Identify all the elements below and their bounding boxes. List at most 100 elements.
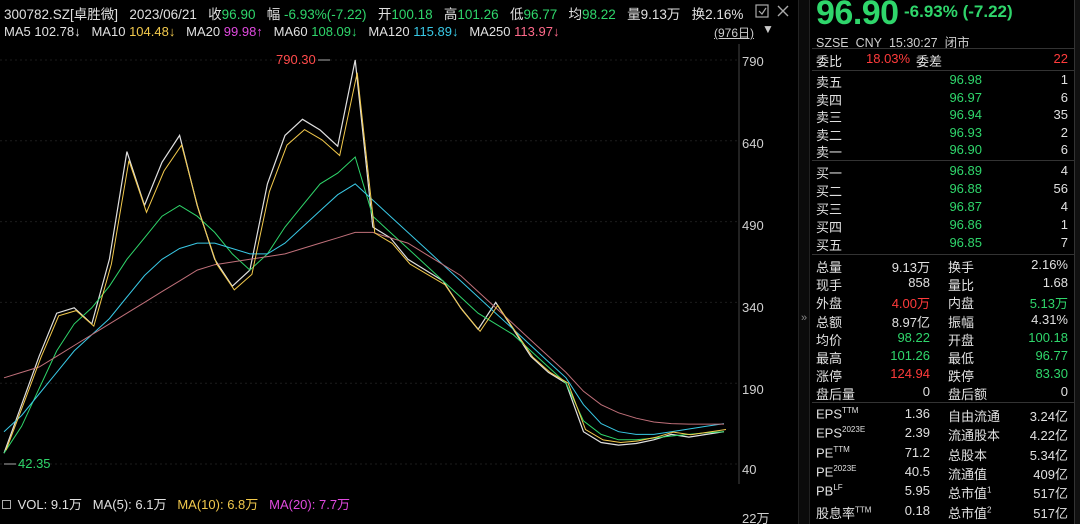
fundamental-label-text: EPS: [816, 425, 843, 441]
vol-ma5-value: 6.1万: [135, 497, 167, 512]
axis-tick: 640: [742, 136, 764, 151]
axis-tick: 40: [742, 462, 757, 477]
bid-volume: 1: [1060, 217, 1068, 232]
fundamental-row: EPSTTM 1.36 自由流通 3.24亿: [816, 406, 1070, 425]
ask-row[interactable]: 卖五 96.98 1: [816, 72, 1070, 90]
ask-row[interactable]: 卖三 96.94 35: [816, 107, 1070, 126]
fundamental-value: 3.24亿: [1029, 409, 1068, 424]
stat-label: 跌停: [948, 369, 975, 385]
change-value: -6.93%(-7.22): [284, 7, 367, 22]
bid-row[interactable]: 买四 96.86 1: [816, 217, 1070, 235]
stat-label: 涨停: [816, 369, 843, 385]
ask-price: 96.90: [949, 142, 982, 158]
vol-ma20-value: 7.7万: [318, 497, 351, 512]
currency: CNY: [855, 36, 883, 50]
bid-level-label: 买三: [816, 202, 843, 217]
vol-ma10-value: 6.8万: [227, 497, 259, 512]
stat-label: 总额: [816, 314, 843, 330]
collapse-arrow-icon[interactable]: »: [801, 312, 808, 324]
stat-value: 8.97亿: [891, 314, 930, 330]
right-edge-scrollbar[interactable]: [1074, 0, 1080, 524]
volume-axis-top: 22万: [742, 511, 770, 524]
vol-ma20-label: MA(20):: [269, 497, 316, 512]
fundamental-label: EPS2023E: [816, 425, 865, 440]
bid-price: 96.87: [949, 199, 982, 214]
fundamental-value: 40.5: [904, 463, 930, 479]
market-status: 闭市: [944, 36, 970, 50]
ma120-label: MA120: [368, 24, 410, 39]
bid-level-label: 买五: [816, 238, 843, 253]
axis-tick: 790: [742, 54, 764, 69]
stat-row: 最高 101.26 最低 96.77: [816, 348, 1070, 366]
bid-level-label: 买一: [816, 166, 843, 181]
ma120-value: 115.89↓: [413, 24, 459, 39]
ask-row[interactable]: 卖四 96.97 6: [816, 90, 1070, 108]
ask-row[interactable]: 卖一 96.90 6: [816, 142, 1070, 161]
bid-row[interactable]: 买三 96.87 4: [816, 199, 1070, 217]
fundamental-row: PBLF 5.95 总市值1 517亿: [816, 483, 1070, 502]
ma60-label: MA60: [273, 24, 308, 39]
ask-level-label: 卖三: [816, 110, 843, 126]
stat-value: 83.30: [1035, 366, 1068, 382]
price-chart[interactable]: 790.30 42.35: [0, 44, 740, 484]
stat-value: 858: [908, 275, 930, 291]
order-ratio-row: 委比 18.03% 委差 22: [816, 51, 1070, 69]
panel-splitter[interactable]: [798, 0, 810, 524]
fundamental-label: 总股本: [948, 445, 987, 464]
fundamental-row: PE2023E 40.5 流通值 409亿: [816, 463, 1070, 482]
series-line-ma60: [3, 156, 725, 454]
stat-value: 96.77: [1035, 348, 1068, 363]
quote-panel: 96.90 -6.93% (-7.22) SZSE CNY 15:30:27 闭…: [812, 0, 1074, 524]
stat-value: 98.22: [897, 329, 930, 345]
exchange-meta: SZSE CNY 15:30:27 闭市: [816, 32, 970, 51]
fundamental-label-text: 总市值: [948, 505, 988, 521]
fundamental-label-text: PE: [816, 464, 834, 480]
fundamental-label-text: 流通股本: [948, 428, 1001, 444]
fundamental-value: 1.36: [904, 406, 930, 421]
fundamental-label-sup: TTM: [855, 505, 872, 515]
low-value: 96.77: [523, 7, 558, 22]
volume-square-icon: [2, 500, 11, 509]
open-value: 100.18: [391, 7, 433, 22]
ask-level-label: 卖四: [816, 92, 843, 108]
ma-lines: [3, 59, 727, 454]
kline-chart-panel[interactable]: 300782.SZ[卓胜微] 2023/06/21 收96.90 幅 -6.93…: [0, 0, 798, 524]
stat-label: 现手: [816, 278, 843, 294]
bid-volume: 4: [1060, 199, 1068, 214]
stat-row: 涨停 124.94 跌停 83.30: [816, 366, 1070, 385]
fundamental-value: 517亿: [1033, 486, 1068, 502]
volume-value: 9.13万: [640, 7, 681, 22]
high-label: 高: [443, 7, 458, 22]
ask-volume: 35: [1053, 107, 1068, 123]
bid-row[interactable]: 买五 96.85 7: [816, 235, 1070, 253]
ask-level-label: 卖二: [816, 127, 843, 143]
series-line-ma250: [3, 231, 724, 425]
bid-row[interactable]: 买二 96.88 56: [816, 181, 1070, 199]
fundamental-label: 流通股本: [948, 425, 1000, 444]
vol-label: VOL:: [17, 497, 48, 512]
stat-row: 现手 858 量比 1.68: [816, 275, 1070, 294]
ratio-value: 18.03%: [866, 51, 911, 66]
range-selector[interactable]: (976日): [714, 26, 755, 40]
min-marker: 42.35: [18, 456, 51, 471]
fundamental-label-text: 流通值: [948, 466, 988, 482]
fundamental-label: 自由流通: [948, 406, 1000, 425]
fundamental-label-sup: 2023E: [833, 463, 857, 473]
stat-label: 最高: [816, 351, 843, 366]
bid-row[interactable]: 买一 96.89 4: [816, 163, 1070, 181]
series-line-ma5: [3, 59, 725, 454]
series-line-ma10: [5, 72, 727, 451]
low-label: 低: [509, 7, 524, 22]
stat-label: 内盘: [948, 296, 975, 312]
ask-level-label: 卖一: [816, 145, 843, 161]
ask-row[interactable]: 卖二 96.93 2: [816, 125, 1070, 143]
chart-settings-icon[interactable]: [755, 4, 769, 18]
bid-price: 96.89: [949, 163, 982, 178]
fundamental-label-text: 自由流通: [948, 409, 1001, 424]
fundamental-row: 股息率TTM 0.18 总市值2 517亿: [816, 503, 1070, 521]
fundamental-label-text: 总市值: [948, 486, 988, 502]
ma5-label: MA5: [4, 24, 31, 39]
ask-price: 96.98: [949, 72, 982, 87]
range-dropdown-icon[interactable]: ▼: [762, 22, 774, 36]
close-icon[interactable]: [777, 5, 789, 17]
